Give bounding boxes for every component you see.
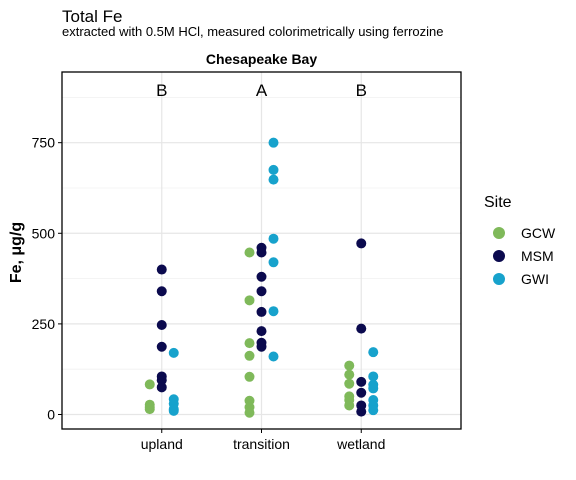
data-point-msm-wetland (356, 387, 367, 398)
legend-swatch-gwi (493, 272, 505, 285)
data-point-msm-transition (256, 306, 267, 317)
data-point-msm-transition (256, 271, 267, 282)
legend-swatch-gcw (493, 226, 505, 239)
data-point-gcw-wetland (344, 360, 355, 371)
data-point-msm-upland (156, 382, 167, 393)
x-tick-label: upland (141, 436, 183, 452)
legend-label-gwi: GWI (521, 270, 549, 287)
data-point-msm-upland (156, 341, 167, 352)
data-point-gwi-wetland (368, 371, 379, 382)
data-point-msm-wetland (356, 406, 367, 417)
data-point-gcw-transition (244, 247, 255, 258)
data-point-gwi-wetland (368, 347, 379, 358)
data-point-gwi-wetland (368, 383, 379, 394)
chart-title: Total Fe (62, 7, 123, 26)
data-point-gcw-wetland (344, 378, 355, 389)
data-point-gcw-upland (144, 379, 155, 390)
data-point-msm-transition (256, 326, 267, 337)
x-tick-label: transition (233, 436, 290, 452)
y-tick-label: 500 (32, 225, 56, 241)
data-point-gwi-wetland (368, 405, 379, 416)
data-point-msm-upland (156, 319, 167, 330)
significance-letter: A (256, 81, 268, 100)
data-point-msm-transition (256, 341, 267, 352)
significance-letter: B (156, 81, 167, 100)
data-point-gcw-wetland (344, 400, 355, 411)
data-point-gwi-transition (268, 137, 279, 148)
data-point-gcw-transition (244, 295, 255, 306)
legend-item-msm: MSM (484, 244, 555, 267)
data-point-gcw-upland (144, 404, 155, 415)
legend-item-gcw: GCW (484, 221, 555, 244)
data-point-gcw-transition (244, 371, 255, 382)
y-tick-label: 750 (32, 135, 56, 151)
data-point-gcw-transition (244, 338, 255, 349)
data-point-msm-upland (156, 375, 167, 386)
y-tick-label: 0 (47, 407, 55, 423)
data-point-gwi-transition (268, 233, 279, 244)
data-point-msm-transition (256, 286, 267, 297)
data-point-gwi-upland (168, 347, 179, 358)
data-point-gwi-transition (268, 257, 279, 268)
data-point-msm-wetland (356, 376, 367, 387)
data-point-gwi-transition (268, 306, 279, 317)
legend-swatch-msm (493, 249, 505, 262)
y-tick-label: 250 (32, 316, 56, 332)
data-point-msm-upland (156, 264, 167, 275)
data-point-gwi-transition (268, 174, 279, 185)
legend-label-gcw: GCW (521, 224, 556, 241)
chart-subtitle: extracted with 0.5M HCl, measured colori… (62, 24, 444, 39)
data-point-gcw-transition (244, 350, 255, 361)
data-point-msm-wetland (356, 323, 367, 334)
legend-title: Site (484, 194, 512, 211)
x-tick-label: wetland (336, 436, 385, 452)
data-point-gwi-upland (168, 405, 179, 416)
facet-label: Chesapeake Bay (206, 51, 318, 67)
legend-item-gwi: GWI (484, 267, 555, 290)
significance-letter: B (356, 81, 367, 100)
data-point-msm-transition (256, 247, 267, 258)
data-point-gwi-transition (268, 164, 279, 175)
legend: Site GCW MSM GWI (484, 194, 555, 290)
data-point-msm-wetland (356, 238, 367, 249)
legend-label-msm: MSM (521, 247, 554, 264)
data-point-gwi-transition (268, 351, 279, 362)
data-point-gcw-transition (244, 407, 255, 418)
y-axis-label: Fe, μg/g (8, 222, 25, 283)
data-point-msm-upland (156, 286, 167, 297)
data-point-gcw-wetland (344, 369, 355, 380)
